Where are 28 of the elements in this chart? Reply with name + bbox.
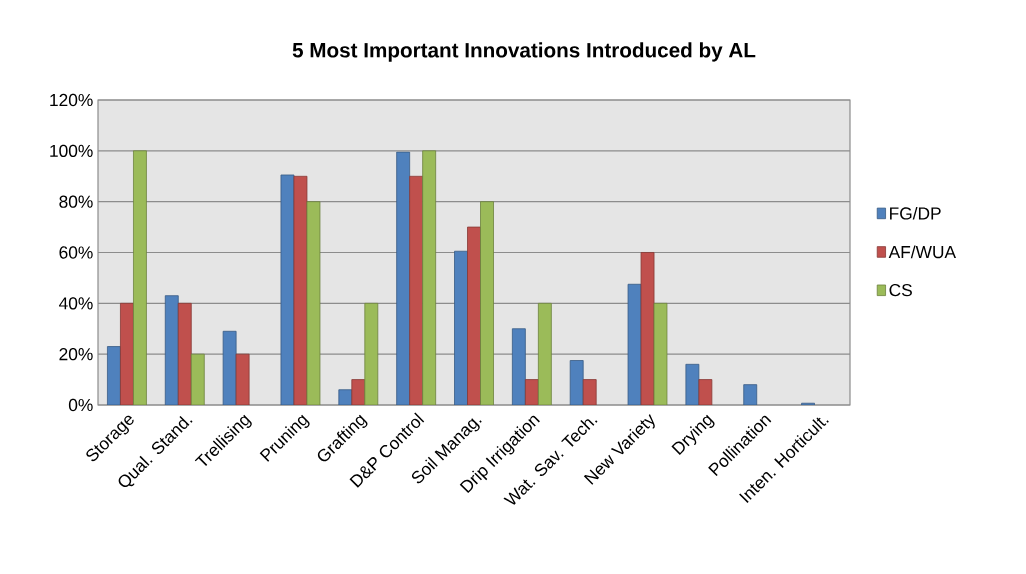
legend-label: AF/WUA (888, 245, 957, 259)
y-tick-label: 100% (50, 144, 93, 157)
legend-label: FG/DP (890, 206, 941, 220)
bar (454, 250, 468, 405)
bar (422, 150, 437, 405)
y-tick-label: 0% (68, 398, 93, 412)
bar (480, 201, 494, 405)
bar (190, 353, 205, 405)
y-tick-label: 40% (59, 297, 93, 310)
bar (511, 328, 526, 405)
bar (107, 346, 121, 405)
y-tick-label: 60% (59, 246, 93, 259)
bar (653, 302, 668, 405)
legend-label: CS (889, 284, 912, 297)
bar (396, 151, 411, 405)
bar (164, 295, 179, 405)
bar (306, 201, 321, 405)
bar (467, 226, 481, 405)
bar (133, 150, 147, 405)
y-tick-label: 80% (59, 195, 93, 208)
bar (409, 175, 424, 405)
bar (364, 302, 379, 405)
y-tick-label: 20% (59, 348, 93, 361)
bar (120, 302, 134, 405)
bar (177, 302, 192, 405)
y-tick-label: 120% (50, 93, 93, 107)
bar (537, 302, 552, 405)
chart-title: 5 Most Important Innovations Introduced by AL (292, 42, 756, 62)
